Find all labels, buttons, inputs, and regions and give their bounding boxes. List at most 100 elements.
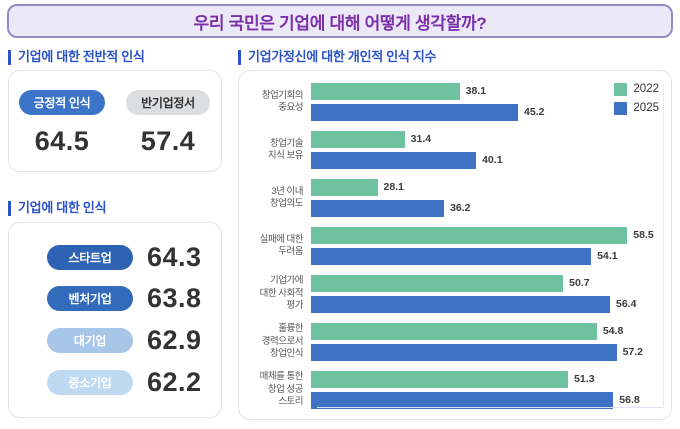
bar-group: 기업가에 대한 사회적 평가 50.7 56.4 [245, 274, 663, 313]
bar-2022 [311, 274, 564, 292]
bar-row-2025: 54.1 [311, 247, 663, 265]
startup-pill: 스타트업 [47, 244, 133, 270]
bar-2022 [311, 82, 460, 100]
bar-pair: 51.3 56.8 [311, 370, 663, 409]
legend-swatch-2022 [614, 82, 628, 96]
sme-value: 62.2 [147, 367, 202, 398]
left-column: 기업에 대한 전반적 인식 긍정적 인식 64.5 반기업정서 57.4 기업에… [8, 49, 222, 418]
bar-value: 45.2 [524, 106, 545, 119]
legend-item-2022: 2022 [614, 82, 659, 96]
entrepreneurship-chart-card: 2022 2025 창업기회의 중요성 38.1 45.2 창업기술 지식 보유 31.… [238, 69, 672, 420]
bar-value: 54.1 [597, 250, 618, 263]
bar-row-2022: 28.1 [311, 178, 663, 196]
bar-2022 [311, 322, 597, 340]
large-company-value: 62.9 [147, 325, 202, 356]
bar-value: 31.4 [410, 133, 432, 146]
bar-2025 [311, 199, 445, 217]
bar-value: 28.1 [383, 181, 404, 194]
company-section-header: 기업에 대한 인식 [8, 200, 222, 216]
bar-row-2025: 40.1 [311, 151, 663, 169]
company-perception-card: 스타트업 64.3 벤처기업 63.8 대기업 62.9 중소기업 62.2 [8, 221, 222, 418]
positive-perception-pill: 긍정적 인식 [18, 89, 106, 115]
bar-pair: 38.1 45.2 [311, 82, 663, 121]
bar-value: 36.2 [450, 202, 471, 215]
legend-item-2025: 2025 [614, 101, 659, 115]
bar-row-2025: 45.2 [311, 103, 663, 121]
bar-group: 창업기술 지식 보유 31.4 40.1 [245, 130, 663, 169]
bar-2022 [311, 178, 378, 196]
startup-value: 64.3 [147, 241, 202, 272]
category-label: 훌륭한 경력으로서 창업인식 [261, 323, 304, 360]
bar-row-2022: 51.3 [311, 370, 663, 388]
bar-value: 38.1 [465, 85, 487, 98]
anti-business-value: 57.4 [140, 125, 196, 156]
overall-perception-card: 긍정적 인식 64.5 반기업정서 57.4 [8, 69, 222, 172]
bar-group: 매체를 통한 창업 성공 스토리 51.3 56.8 [245, 370, 663, 409]
bar-row-2025: 56.4 [311, 295, 663, 313]
bar-value: 51.3 [574, 373, 595, 386]
bar-pair: 28.1 36.2 [311, 178, 663, 217]
bar-2025 [311, 391, 614, 409]
bar-pair: 58.5 54.1 [311, 226, 663, 265]
bar-pair: 31.4 40.1 [311, 130, 663, 169]
legend-swatch-2025 [614, 101, 628, 115]
bar-row-2022: 54.8 [311, 322, 663, 340]
venture-pill: 벤처기업 [47, 286, 133, 312]
bar-chart-plot: 창업기회의 중요성 38.1 45.2 창업기술 지식 보유 31.4 40.1 3년 이내… [245, 82, 663, 409]
bar-2022 [311, 130, 405, 148]
chart-legend: 2022 2025 [614, 82, 659, 115]
bar-group: 3년 이내 창업의도 28.1 36.2 [245, 178, 663, 217]
x-axis-line [317, 406, 664, 408]
positive-perception-metric: 긍정적 인식 64.5 [9, 89, 115, 171]
bar-row-2022: 38.1 [311, 82, 663, 100]
bar-row-2025: 36.2 [311, 199, 663, 217]
bar-value: 58.5 [633, 229, 654, 242]
category-label: 3년 이내 창업의도 [270, 185, 303, 209]
company-row-large: 대기업 62.9 [9, 325, 221, 356]
category-label: 매체를 통한 창업 성공 스토리 [259, 371, 304, 408]
bar-row-2022: 31.4 [311, 130, 663, 148]
bar-2022 [311, 370, 569, 388]
bar-row-2022: 50.7 [311, 274, 663, 292]
page-title: 우리 국민은 기업에 대해 어떻게 생각할까? [193, 13, 487, 33]
bar-value: 57.2 [622, 346, 643, 359]
bar-value: 56.8 [619, 394, 640, 407]
bar-value: 50.7 [569, 277, 590, 290]
category-label: 실패에 대한 두려움 [259, 233, 304, 257]
anti-business-pill: 반기업정서 [126, 89, 210, 115]
category-label: 창업기술 지식 보유 [267, 137, 304, 161]
bar-pair: 50.7 56.4 [311, 274, 663, 313]
bar-2025 [311, 103, 518, 121]
overall-section-header: 기업에 대한 전반적 인식 [8, 49, 222, 65]
bar-pair: 54.8 57.2 [311, 322, 663, 361]
bar-value: 56.4 [616, 298, 637, 311]
bar-value: 54.8 [602, 325, 624, 338]
company-row-venture: 벤처기업 63.8 [9, 283, 221, 314]
bar-group: 훌륭한 경력으로서 창업인식 54.8 57.2 [245, 322, 663, 361]
chart-section-header: 기업가정신에 대한 개인적 인식 지수 [238, 49, 672, 65]
bar-row-2025: 57.2 [311, 343, 663, 361]
bar-value: 40.1 [482, 154, 503, 167]
company-row-startup: 스타트업 64.3 [9, 242, 221, 273]
bar-2025 [311, 343, 617, 361]
bar-2022 [311, 226, 628, 244]
category-label: 창업기회의 중요성 [261, 89, 304, 113]
bar-group: 창업기회의 중요성 38.1 45.2 [245, 82, 663, 121]
bar-2025 [311, 151, 477, 169]
legend-label-2022: 2022 [633, 83, 659, 96]
category-label: 기업가에 대한 사회적 평가 [259, 275, 304, 312]
large-company-pill: 대기업 [47, 328, 133, 354]
bar-group: 실패에 대한 두려움 58.5 54.1 [245, 226, 663, 265]
sme-pill: 중소기업 [47, 370, 133, 396]
anti-business-metric: 반기업정서 57.4 [115, 89, 221, 171]
plot-right-border [663, 82, 664, 408]
bar-2025 [311, 247, 592, 265]
bar-row-2025: 56.8 [311, 391, 663, 409]
venture-value: 63.8 [147, 283, 202, 314]
title-banner: 우리 국민은 기업에 대해 어떻게 생각할까? [7, 4, 673, 38]
positive-perception-value: 64.5 [34, 125, 90, 156]
legend-label-2025: 2025 [633, 102, 659, 115]
right-column: 기업가정신에 대한 개인적 인식 지수 2022 2025 창업기회의 중요성 3… [238, 49, 672, 420]
bar-row-2022: 58.5 [311, 226, 663, 244]
